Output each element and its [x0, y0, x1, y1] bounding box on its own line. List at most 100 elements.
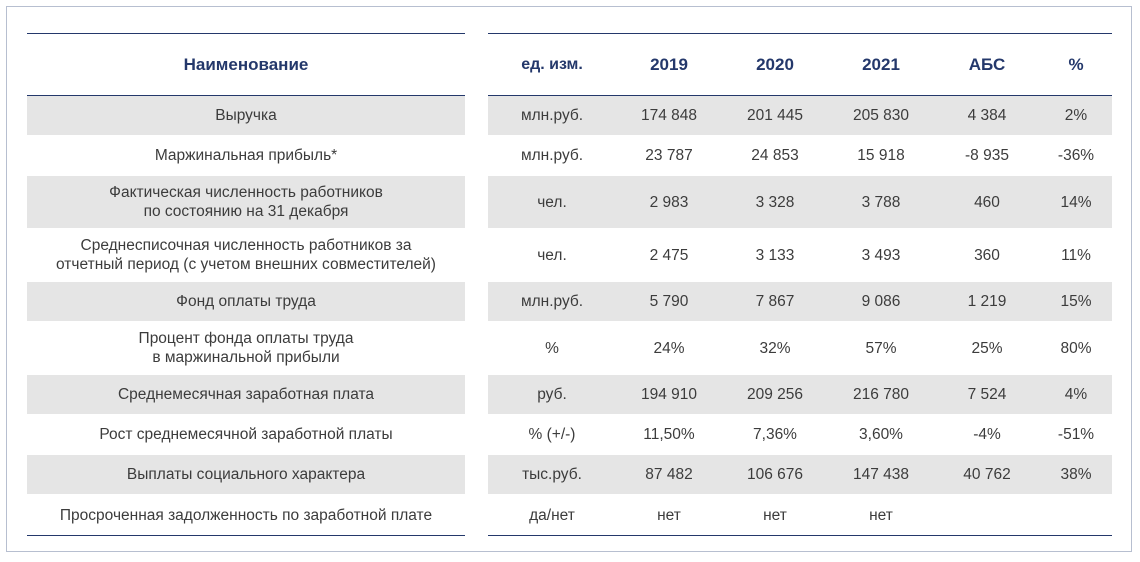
cell-unit: руб.: [537, 386, 567, 403]
row-name: Фактическая численность работников по сос…: [109, 184, 383, 220]
cell-2019: нет: [657, 506, 681, 524]
cell-2021: 3,60%: [859, 426, 903, 443]
table-row: Просроченная задолженность по заработной…: [27, 495, 465, 535]
cell-abs: 7 524: [967, 386, 1007, 403]
cell-abs: 1 219: [967, 293, 1007, 310]
cell-unit: да/нет: [529, 506, 575, 524]
table-row: чел. 2 983 3 328 3 788 460 14%: [488, 176, 1112, 229]
cell-pct: 14%: [1060, 193, 1092, 211]
table-row: Фактическая численность работников по сос…: [27, 176, 465, 229]
header-rule: [27, 95, 465, 96]
cell-2019: 5 790: [649, 293, 689, 310]
header-2019: 2019: [650, 54, 688, 74]
table-row: чел. 2 475 3 133 3 493 360 11%: [488, 229, 1112, 282]
table-row: Процент фонда оплаты труда в маржинальной…: [27, 322, 465, 375]
cell-2019: 2 983: [649, 193, 689, 211]
table-row: млн.руб. 174 848 201 445 205 830 4 384 2…: [488, 96, 1112, 136]
top-rule: [488, 33, 1112, 34]
cell-2021: 3 788: [861, 193, 901, 211]
table-row: % (+/-) 11,50% 7,36% 3,60% -4% -51%: [488, 415, 1112, 455]
row-name: Процент фонда оплаты труда в маржинальной…: [138, 330, 354, 366]
cell-2020: 201 445: [746, 107, 804, 124]
cell-abs: 4 384: [967, 107, 1007, 124]
table-row: да/нет нет нет нет: [488, 495, 1112, 535]
header-row: ед. изм. 2019 2020 2021 АБС %: [488, 34, 1112, 95]
row-name: Среднемесячная заработная плата: [117, 386, 375, 403]
cell-2020: 7 867: [755, 293, 795, 310]
header-2020: 2020: [756, 54, 794, 74]
cell-2021: 216 780: [852, 386, 910, 403]
cell-2019: 2 475: [649, 246, 689, 264]
cell-abs: -8 935: [965, 147, 1009, 164]
table-row: Среднемесячная заработная плата: [27, 375, 465, 415]
cell-2020: нет: [763, 506, 787, 524]
table-row: Маржинальная прибыль*: [27, 136, 465, 176]
cell-2019: 174 848: [640, 107, 698, 124]
cell-pct: 11%: [1061, 246, 1091, 264]
table-row: руб. 194 910 209 256 216 780 7 524 4%: [488, 375, 1112, 415]
cell-unit: % (+/-): [528, 426, 576, 443]
header-unit: ед. изм.: [521, 55, 583, 73]
table-row: Выручка: [27, 96, 465, 136]
row-name: Выручка: [215, 107, 277, 124]
bottom-rule: [488, 535, 1112, 536]
cell-pct: 38%: [1060, 466, 1092, 483]
cell-2020: 3 133: [755, 246, 795, 264]
table-row: % 24% 32% 57% 25% 80%: [488, 322, 1112, 375]
cell-2021: 57%: [865, 339, 897, 357]
cell-abs: 40 762: [963, 466, 1011, 483]
cell-2021: 205 830: [852, 107, 910, 124]
cell-unit: %: [545, 339, 559, 357]
cell-abs: 25%: [971, 339, 1003, 357]
cell-abs: 360: [974, 246, 1000, 264]
bottom-rule: [27, 535, 465, 536]
table-row: млн.руб. 5 790 7 867 9 086 1 219 15%: [488, 282, 1112, 322]
cell-2019: 87 482: [645, 466, 693, 483]
names-table: Наименование Выручка Маржинальная прибыл…: [27, 33, 465, 536]
cell-2020: 3 328: [755, 193, 795, 211]
header-2021: 2021: [862, 54, 900, 74]
cell-2021: 9 086: [861, 293, 901, 310]
header-pct: %: [1068, 54, 1084, 74]
cell-2019: 24%: [653, 339, 685, 357]
cell-2020: 7,36%: [753, 426, 797, 443]
cell-2020: 106 676: [746, 466, 804, 483]
row-name: Выплаты социального характера: [126, 466, 366, 483]
cell-2021: нет: [869, 506, 893, 524]
cell-2019: 23 787: [645, 147, 693, 164]
table-row: тыс.руб. 87 482 106 676 147 438 40 762 3…: [488, 455, 1112, 495]
cell-pct: -51%: [1057, 426, 1095, 443]
cell-pct: -36%: [1057, 147, 1095, 164]
top-rule: [27, 33, 465, 34]
values-table: ед. изм. 2019 2020 2021 АБС % млн.руб. 1…: [488, 33, 1112, 536]
cell-2019: 11,50%: [643, 426, 695, 443]
row-name: Просроченная задолженность по заработной…: [59, 506, 433, 524]
cell-unit: чел.: [537, 246, 567, 264]
row-name: Рост среднемесячной заработной платы: [99, 426, 393, 443]
cell-2021: 15 918: [857, 147, 905, 164]
row-name: Маржинальная прибыль*: [154, 147, 338, 164]
header-abs: АБС: [968, 54, 1006, 74]
cell-pct: 80%: [1060, 339, 1092, 357]
cell-unit: чел.: [537, 193, 567, 211]
cell-2020: 24 853: [751, 147, 799, 164]
cell-pct: 15%: [1060, 293, 1092, 310]
table-row: Выплаты социального характера: [27, 455, 465, 495]
cell-2020: 209 256: [746, 386, 804, 403]
cell-unit: тыс.руб.: [522, 466, 582, 483]
cell-2021: 147 438: [852, 466, 910, 483]
table-frame: Наименование Выручка Маржинальная прибыл…: [6, 6, 1132, 552]
cell-abs: 460: [974, 193, 1000, 211]
table-row: Среднесписочная численность работников з…: [27, 229, 465, 282]
cell-pct: 2%: [1064, 107, 1088, 124]
cell-abs: -4%: [973, 426, 1001, 443]
table-row: млн.руб. 23 787 24 853 15 918 -8 935 -36…: [488, 136, 1112, 176]
cell-2019: 194 910: [640, 386, 698, 403]
row-name: Среднесписочная численность работников з…: [56, 237, 436, 273]
header-row: Наименование: [27, 34, 465, 95]
table-row: Рост среднемесячной заработной платы: [27, 415, 465, 455]
header-name: Наименование: [183, 54, 309, 74]
cell-2021: 3 493: [861, 246, 901, 264]
cell-unit: млн.руб.: [520, 147, 584, 164]
table-row: Фонд оплаты труда: [27, 282, 465, 322]
